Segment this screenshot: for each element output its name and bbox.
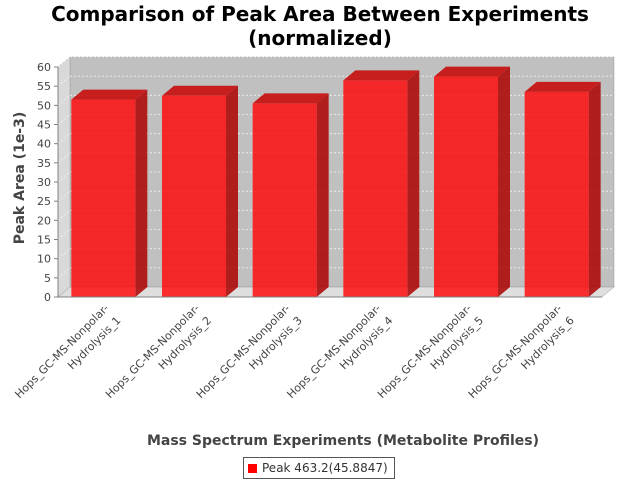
x-tick-label: Hops_GC-MS-Nonpolar- <box>103 302 202 401</box>
bar <box>252 93 329 298</box>
bar-front <box>162 95 226 297</box>
legend-label: Peak 463.2(45.8847) <box>262 461 388 475</box>
bar <box>434 66 510 297</box>
y-tick-label: 5 <box>44 272 51 285</box>
bar-front <box>71 99 136 297</box>
bar-side <box>588 81 601 298</box>
gridline-side <box>57 190 71 202</box>
chart-title-line-1: Comparison of Peak Area Between Experime… <box>51 2 589 26</box>
bar-side <box>498 66 510 297</box>
bar-front <box>434 76 498 297</box>
y-tick-label: 55 <box>37 80 51 93</box>
gridline-side <box>57 95 71 106</box>
bars-group <box>71 66 601 298</box>
bar-top <box>524 81 601 92</box>
y-tick-label: 45 <box>37 119 51 132</box>
bar-front <box>252 103 317 298</box>
y-tick-label: 30 <box>37 176 51 189</box>
bar-top <box>71 89 148 100</box>
bar-top <box>434 66 510 77</box>
gridline-side <box>57 75 71 87</box>
y-tick-label: 25 <box>37 195 51 208</box>
x-tick-label: Hops_GC-MS-Nonpolar- <box>375 302 474 401</box>
y-tick-label: 15 <box>37 234 51 247</box>
bar-top <box>252 93 329 104</box>
x-tick-label: Hops_GC-MS-Nonpolar- <box>194 302 293 401</box>
y-tick-label: 10 <box>37 253 51 266</box>
bar-top <box>343 70 420 81</box>
y-axis-label: Peak Area (1e-3) <box>12 112 28 245</box>
bar-side <box>407 70 420 298</box>
gridline-side <box>57 133 71 144</box>
gridline-side <box>57 229 71 240</box>
plot-left-wall <box>57 56 71 298</box>
bar-side <box>316 93 329 298</box>
x-tick-label: Hops_GC-MS-Nonpolar- <box>12 302 111 401</box>
gridline-side <box>57 267 71 279</box>
bar-side <box>135 89 148 297</box>
legend: Peak 463.2(45.8847) <box>243 457 395 479</box>
bar-top <box>162 85 238 96</box>
gridline-side <box>57 171 71 183</box>
bar <box>71 89 148 297</box>
gridline-side <box>57 56 71 68</box>
bar <box>524 81 601 298</box>
bar-side <box>226 85 238 297</box>
chart-title: Comparison of Peak Area Between Experime… <box>0 2 640 50</box>
x-tick-label: Hops_GC-MS-Nonpolar- <box>284 302 383 401</box>
gridline-side <box>57 210 71 221</box>
y-tick-label: 50 <box>37 99 51 112</box>
gridline-side <box>57 152 71 164</box>
y-tick-label: 20 <box>37 214 51 227</box>
y-tick-label: 35 <box>37 157 51 170</box>
x-tick-label: Hops_GC-MS-Nonpolar- <box>466 302 565 401</box>
y-tick-label: 0 <box>44 291 51 304</box>
gridline-side <box>57 248 71 259</box>
x-axis-label: Mass Spectrum Experiments (Metabolite Pr… <box>147 433 539 449</box>
bar <box>343 70 420 298</box>
chart-title-line-2: (normalized) <box>248 26 392 50</box>
gridline-side <box>57 114 71 125</box>
bar-front <box>343 80 408 298</box>
legend-swatch <box>248 463 257 473</box>
y-tick-label: 40 <box>37 138 51 151</box>
bar <box>162 85 238 297</box>
bar-front <box>524 91 589 298</box>
y-tick-label: 60 <box>37 61 51 74</box>
